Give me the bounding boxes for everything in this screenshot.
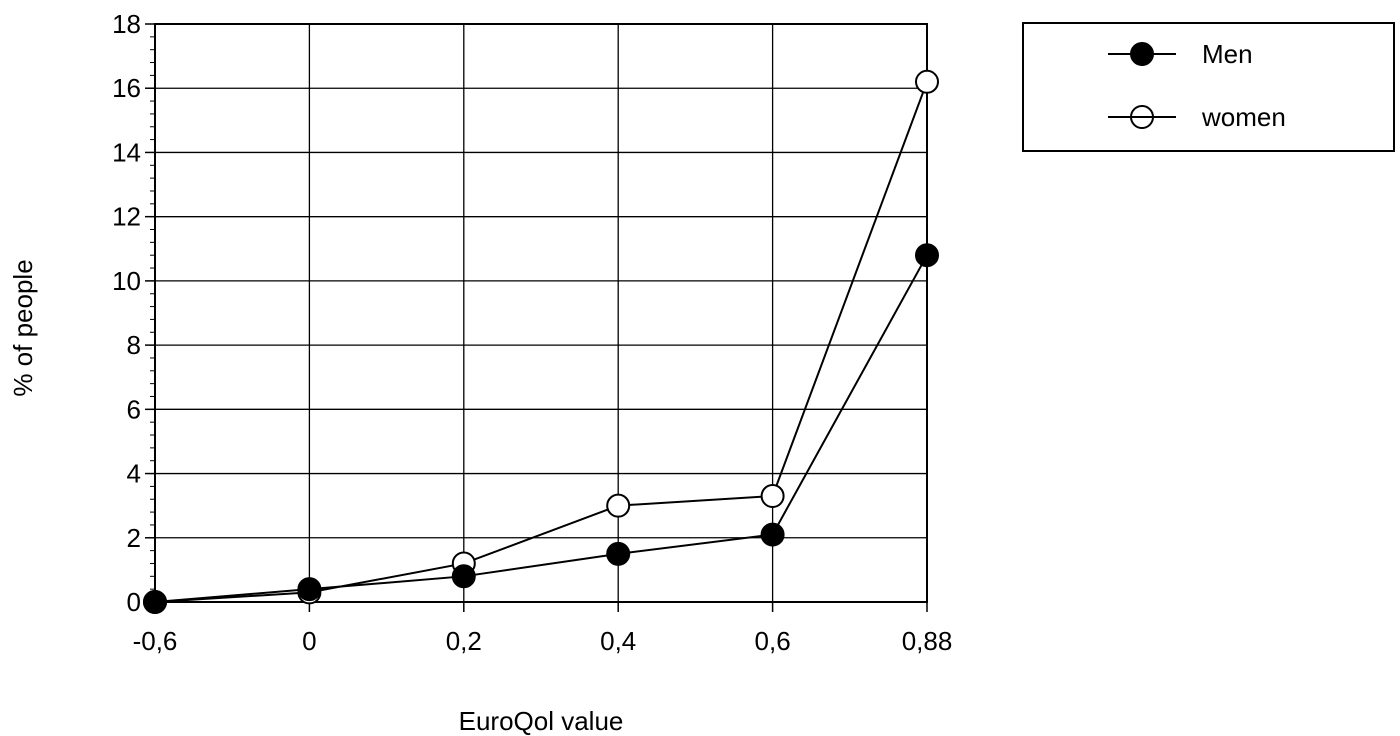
legend-men-marker <box>1130 42 1154 66</box>
y-tick-label: 0 <box>127 587 141 617</box>
x-tick-label: 0,6 <box>755 626 791 656</box>
legend: Men women <box>1022 22 1395 152</box>
data-point-women <box>606 493 631 518</box>
data-point-men <box>915 243 939 268</box>
legend-women-label: women <box>1201 102 1286 132</box>
y-axis-title: % of people <box>8 259 38 396</box>
y-tick-label: 2 <box>127 523 141 553</box>
data-point-men <box>451 564 476 589</box>
data-point-women <box>915 69 939 94</box>
x-tick-labels: -0,6 0 0,2 0,4 0,6 0,88 <box>133 626 953 656</box>
x-tick-label: 0 <box>302 626 316 656</box>
x-axis-title: EuroQol value <box>459 706 624 736</box>
y-tick-label: 8 <box>127 330 141 360</box>
x-tick-label: 0,2 <box>446 626 482 656</box>
y-tick-label: 16 <box>112 73 141 103</box>
y-tick-labels: 0 2 4 6 8 10 12 14 16 18 <box>112 9 141 617</box>
data-point-men <box>606 541 631 566</box>
series-lines <box>154 81 928 603</box>
legend-box <box>1022 22 1395 152</box>
y-tick-label: 10 <box>112 266 141 296</box>
series-line-men <box>154 254 928 603</box>
x-tick-label: 0,4 <box>600 626 636 656</box>
data-point-men <box>760 522 785 547</box>
y-tick-label: 14 <box>112 137 141 167</box>
plot-frame <box>154 23 928 603</box>
y-tick-label: 6 <box>127 394 141 424</box>
x-tick-label: -0,6 <box>133 626 178 656</box>
y-tick-label: 4 <box>127 459 141 489</box>
axes <box>145 23 928 612</box>
grid-lines <box>154 23 928 603</box>
data-point-men <box>297 577 322 602</box>
data-point-men <box>143 590 167 614</box>
series-line-women <box>154 81 928 603</box>
data-point-women <box>760 484 785 509</box>
y-tick-label: 12 <box>112 202 141 232</box>
x-tick-label: 0,88 <box>902 626 953 656</box>
series-markers <box>143 69 939 614</box>
y-tick-label: 18 <box>112 9 141 39</box>
legend-men-label: Men <box>1202 39 1253 69</box>
